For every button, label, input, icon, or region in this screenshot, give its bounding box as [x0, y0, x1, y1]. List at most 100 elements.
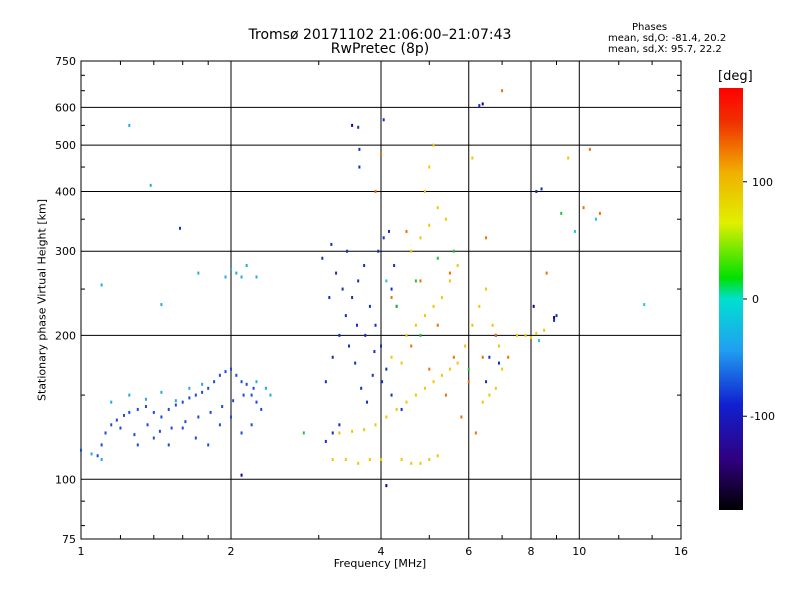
data-point	[100, 443, 103, 447]
data-point	[344, 314, 347, 318]
data-point	[184, 420, 187, 424]
data-point	[240, 380, 243, 384]
data-point	[436, 206, 439, 210]
data-point	[158, 429, 161, 433]
data-point	[501, 367, 504, 371]
data-point	[338, 431, 341, 435]
data-point	[194, 393, 197, 397]
data-point	[494, 333, 497, 337]
data-point	[235, 373, 238, 377]
data-point	[573, 229, 576, 233]
data-point	[255, 275, 258, 279]
data-point	[497, 361, 500, 365]
data-point	[471, 156, 474, 160]
data-point	[436, 323, 439, 327]
data-point	[507, 355, 510, 359]
data-point	[260, 407, 263, 411]
data-point	[535, 189, 538, 193]
data-point	[360, 386, 363, 390]
data-point	[218, 373, 221, 377]
data-point	[395, 304, 398, 308]
data-point	[324, 439, 327, 443]
data-point	[452, 249, 455, 253]
data-point	[338, 423, 341, 427]
data-point	[582, 206, 585, 210]
data-point	[335, 271, 338, 275]
data-point	[382, 236, 385, 240]
x-axis-label: Frequency [MHz]	[333, 557, 427, 570]
data-point	[119, 426, 122, 430]
data-point	[414, 279, 417, 283]
data-point	[144, 404, 147, 408]
data-point	[456, 361, 459, 365]
data-point	[385, 415, 388, 419]
data-point	[207, 386, 210, 390]
y-tick-label: 300	[55, 245, 76, 258]
data-point	[560, 211, 563, 215]
data-point	[423, 314, 426, 318]
data-point	[428, 367, 431, 371]
colorbar-tick-label: 0	[752, 293, 759, 306]
colorbar-tick-label: -100	[750, 410, 775, 423]
data-point	[230, 415, 232, 419]
data-point	[207, 443, 210, 447]
data-point	[232, 399, 235, 403]
data-point	[188, 386, 191, 390]
data-point	[448, 367, 451, 371]
data-point	[643, 303, 646, 307]
y-tick-label: 500	[55, 139, 76, 152]
data-point	[481, 355, 484, 359]
data-point	[410, 344, 413, 348]
data-point	[385, 367, 388, 371]
data-point	[230, 367, 232, 371]
data-point	[491, 323, 494, 327]
data-point	[209, 410, 212, 414]
data-point	[390, 296, 393, 300]
data-point	[368, 304, 371, 308]
data-point	[471, 323, 474, 327]
data-point	[452, 355, 455, 359]
data-point	[436, 454, 439, 458]
data-point	[390, 287, 393, 291]
data-point	[545, 271, 548, 275]
data-point	[255, 380, 258, 384]
data-point	[160, 303, 163, 307]
data-point	[213, 380, 216, 384]
data-point	[456, 264, 459, 268]
data-point	[341, 287, 344, 291]
data-point	[358, 165, 361, 169]
data-point	[598, 211, 601, 215]
data-point	[328, 296, 331, 300]
data-point	[374, 189, 377, 193]
data-point	[197, 415, 200, 419]
data-point	[363, 264, 366, 268]
data-point	[344, 457, 347, 461]
grid-lines	[81, 61, 681, 539]
data-points	[80, 89, 646, 488]
data-point	[423, 386, 426, 390]
data-point	[240, 275, 243, 279]
data-point	[128, 393, 131, 397]
data-point	[474, 431, 477, 435]
data-point	[96, 454, 99, 458]
data-point	[540, 187, 543, 191]
x-tick-label: 10	[572, 545, 586, 558]
data-point	[440, 296, 443, 300]
data-point	[224, 370, 227, 374]
data-point	[481, 400, 484, 404]
data-point	[250, 393, 253, 397]
data-point	[432, 143, 435, 147]
data-point	[136, 443, 139, 447]
data-point	[488, 393, 491, 397]
data-point	[80, 448, 82, 452]
data-point	[467, 380, 470, 384]
data-point	[235, 271, 238, 275]
data-point	[368, 457, 371, 461]
data-point	[374, 423, 377, 427]
data-point	[419, 279, 422, 283]
data-point	[419, 461, 422, 465]
data-point	[224, 275, 227, 279]
phases-title: Phases	[632, 22, 668, 33]
colorbar-tick-label: 100	[752, 176, 773, 189]
data-point	[400, 407, 403, 411]
